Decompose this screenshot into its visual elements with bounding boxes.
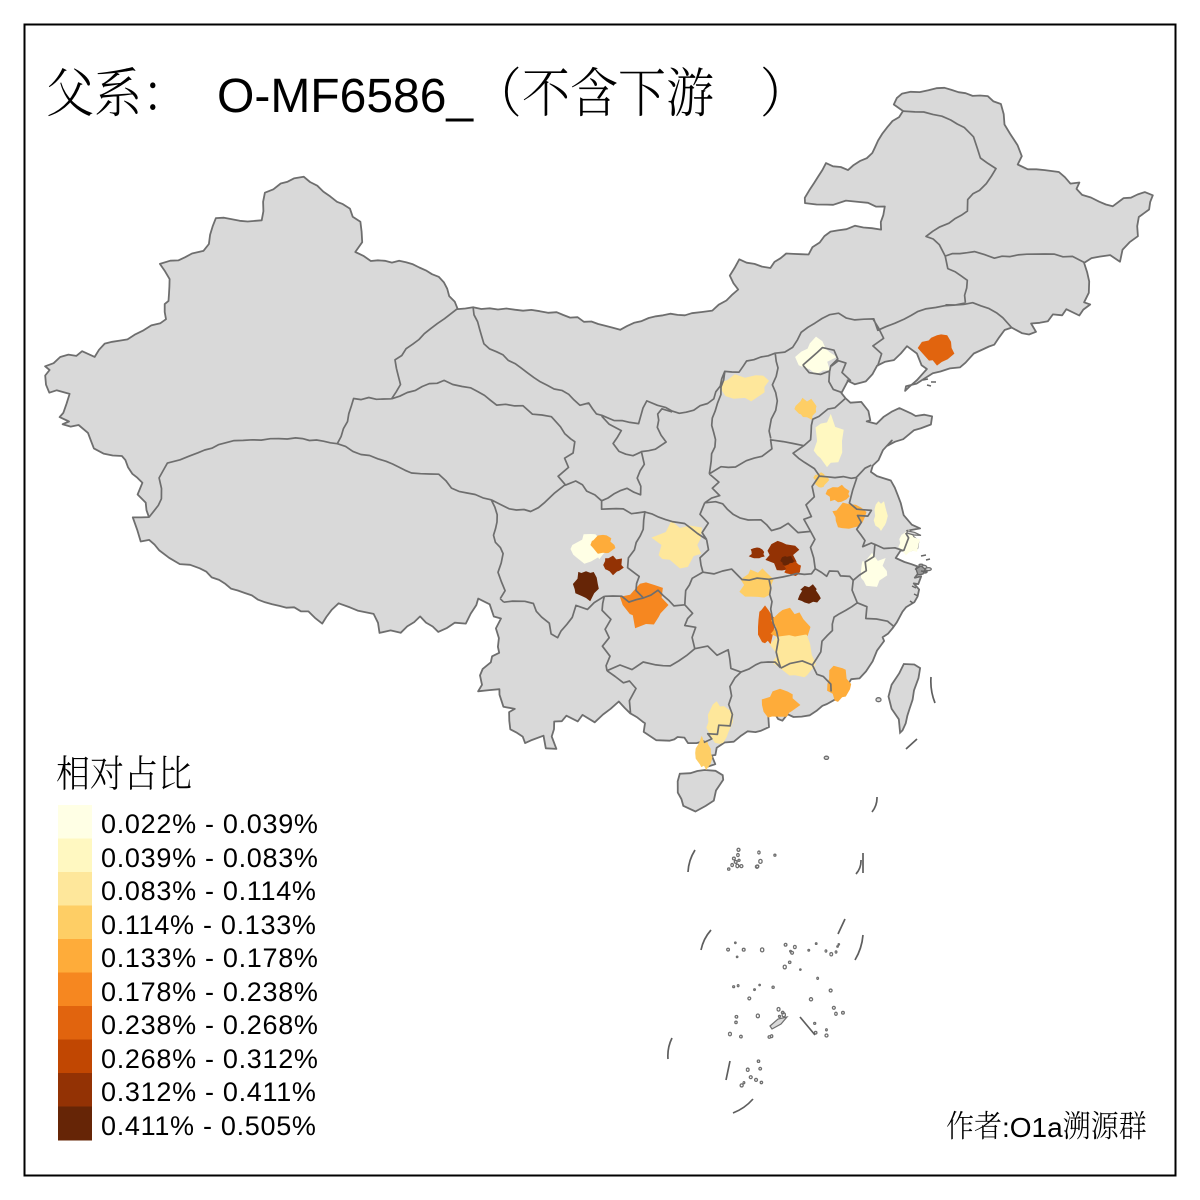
svg-text:0.022% - 0.039%: 0.022% - 0.039% [101,809,319,839]
svg-text:0.238% - 0.268%: 0.238% - 0.268% [101,1010,319,1040]
svg-text:0.268% - 0.312%: 0.268% - 0.312% [101,1044,319,1074]
svg-text:0.133% - 0.178%: 0.133% - 0.178% [101,943,319,973]
svg-text:0.312% - 0.411%: 0.312% - 0.411% [101,1077,317,1107]
svg-text:0.411% - 0.505%: 0.411% - 0.505% [101,1111,317,1141]
svg-text::O1a: :O1a [1002,1112,1063,1143]
svg-text:0.114% - 0.133%: 0.114% - 0.133% [101,910,317,940]
svg-text:0.083% - 0.114%: 0.083% - 0.114% [101,876,317,906]
svg-text:0.039% - 0.083%: 0.039% - 0.083% [101,843,319,873]
svg-text:0.178% - 0.238%: 0.178% - 0.238% [101,977,319,1007]
svg-text:O-MF6586_: O-MF6586_ [217,70,474,123]
